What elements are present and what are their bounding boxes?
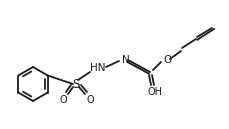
Text: OH: OH [147, 87, 163, 97]
Text: HN: HN [90, 63, 106, 73]
Text: S: S [72, 78, 80, 91]
Text: N: N [122, 55, 130, 65]
Text: O: O [59, 95, 67, 105]
Text: H: H [155, 87, 163, 97]
Text: O: O [163, 55, 171, 65]
Text: O: O [86, 95, 94, 105]
Text: O: O [148, 87, 156, 97]
